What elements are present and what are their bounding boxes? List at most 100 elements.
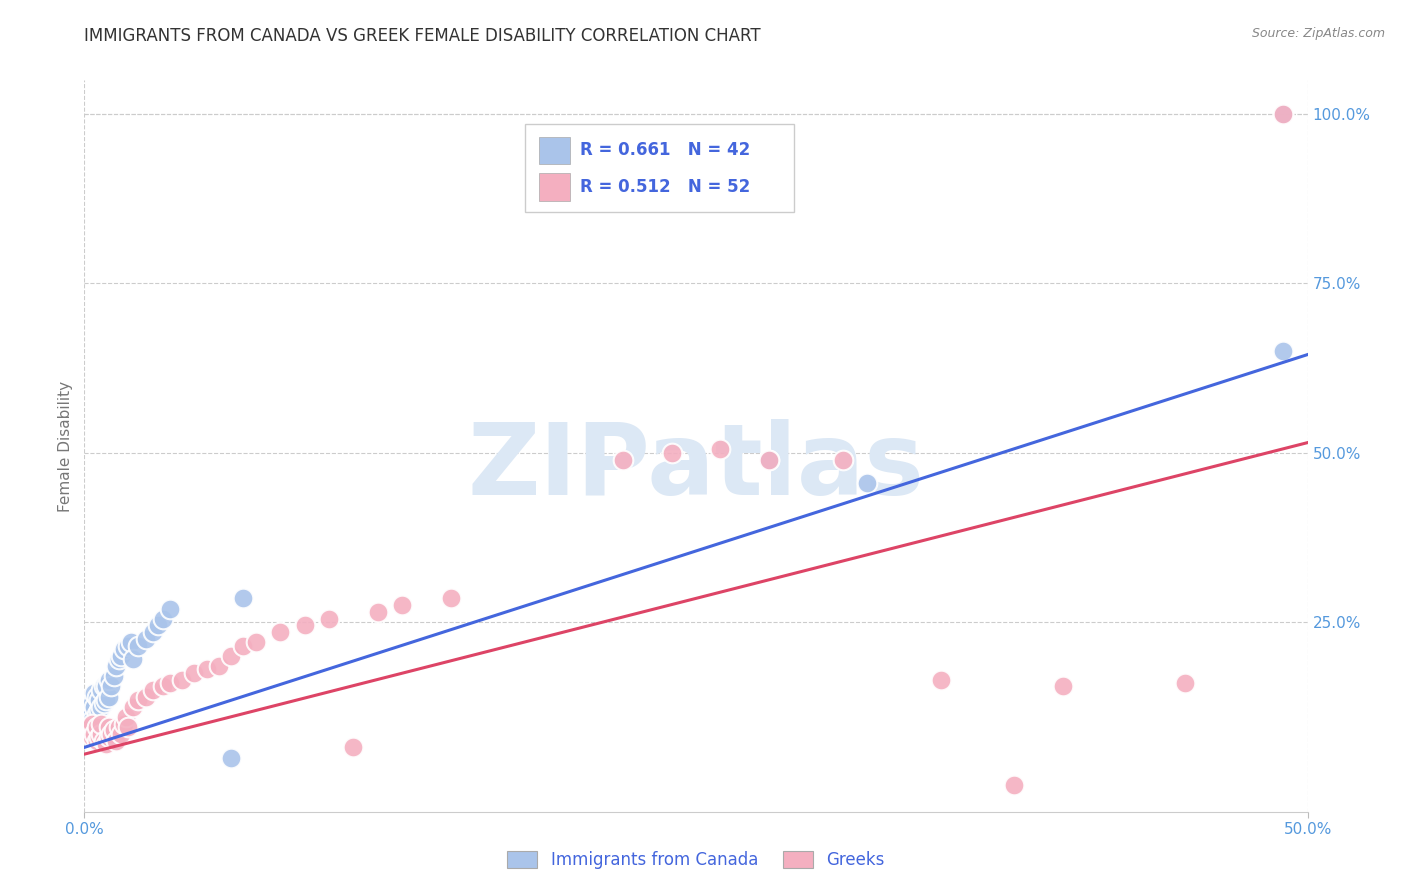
Point (80, 697, 103, 711)
Point (100, 680, 122, 694)
Point (159, 676, 181, 690)
Point (97, 690, 120, 704)
Point (77, 720, 100, 734)
Point (100, 727, 122, 741)
Point (142, 682, 165, 697)
Point (318, 612, 340, 626)
Point (122, 699, 145, 714)
Point (90, 716, 112, 731)
Point (96, 680, 118, 694)
Text: R = 0.512   N = 52: R = 0.512 N = 52 (579, 178, 749, 195)
Point (103, 723, 125, 738)
Point (76, 723, 98, 738)
Point (245, 635, 267, 649)
Point (146, 618, 169, 632)
Point (90, 682, 112, 697)
Point (367, 605, 389, 619)
Point (172, 673, 194, 687)
Point (90, 727, 112, 741)
Point (219, 648, 242, 663)
Point (709, 442, 731, 457)
Point (112, 642, 135, 657)
Point (86, 690, 108, 704)
Point (97, 673, 120, 687)
Point (342, 740, 364, 755)
Text: Source: ZipAtlas.com: Source: ZipAtlas.com (1251, 27, 1385, 40)
Point (127, 639, 149, 653)
Point (86, 710, 108, 724)
Point (103, 669, 125, 683)
Point (80, 714, 103, 728)
Point (77, 716, 100, 731)
Point (83, 699, 105, 714)
FancyBboxPatch shape (524, 124, 794, 212)
Point (96, 693, 118, 707)
Point (142, 625, 165, 640)
Point (97, 720, 120, 734)
Point (80, 716, 103, 731)
Y-axis label: Female Disability: Female Disability (58, 380, 73, 512)
Point (107, 652, 129, 666)
Point (86, 720, 108, 734)
Point (929, 673, 952, 687)
Point (110, 727, 132, 741)
Point (105, 659, 128, 673)
Point (93, 733, 115, 747)
Point (122, 652, 145, 666)
Point (117, 720, 139, 734)
Point (208, 659, 231, 673)
Point (105, 733, 128, 747)
Point (1272, 107, 1295, 121)
Point (294, 618, 316, 632)
Legend: Immigrants from Canada, Greeks: Immigrants from Canada, Greeks (508, 851, 884, 869)
Point (86, 706, 108, 721)
Point (83, 686, 105, 700)
Point (232, 591, 254, 606)
Point (232, 639, 254, 653)
Point (76, 706, 98, 721)
Point (83, 727, 105, 741)
Point (159, 601, 181, 615)
Text: ZIPatlas: ZIPatlas (468, 419, 924, 516)
Point (440, 591, 463, 606)
Point (1052, 680, 1074, 694)
Point (1272, 344, 1295, 359)
Point (183, 665, 205, 680)
Point (93, 680, 115, 694)
Point (83, 720, 105, 734)
Point (758, 452, 780, 467)
Point (110, 648, 132, 663)
Point (115, 710, 138, 724)
Point (77, 703, 100, 717)
Point (612, 452, 634, 467)
Point (93, 697, 115, 711)
Point (758, 452, 780, 467)
Point (152, 680, 174, 694)
Point (86, 733, 108, 747)
Point (96, 737, 118, 751)
Point (135, 690, 157, 704)
Point (1002, 778, 1025, 792)
Point (107, 720, 129, 734)
Point (195, 663, 218, 677)
Text: IMMIGRANTS FROM CANADA VS GREEK FEMALE DISABILITY CORRELATION CHART: IMMIGRANTS FROM CANADA VS GREEK FEMALE D… (84, 27, 761, 45)
Point (120, 635, 142, 649)
Point (269, 625, 291, 640)
Point (831, 452, 853, 467)
Point (90, 699, 112, 714)
Point (219, 750, 242, 764)
Point (1174, 676, 1197, 690)
Point (97, 730, 120, 744)
FancyBboxPatch shape (540, 173, 569, 201)
Point (856, 476, 879, 491)
Point (661, 446, 683, 460)
Point (117, 639, 139, 653)
Point (87, 730, 110, 744)
Point (1272, 107, 1295, 121)
FancyBboxPatch shape (540, 136, 569, 164)
Point (87, 703, 110, 717)
Point (127, 693, 149, 707)
Point (152, 612, 174, 626)
Point (80, 730, 103, 744)
Point (87, 693, 110, 707)
